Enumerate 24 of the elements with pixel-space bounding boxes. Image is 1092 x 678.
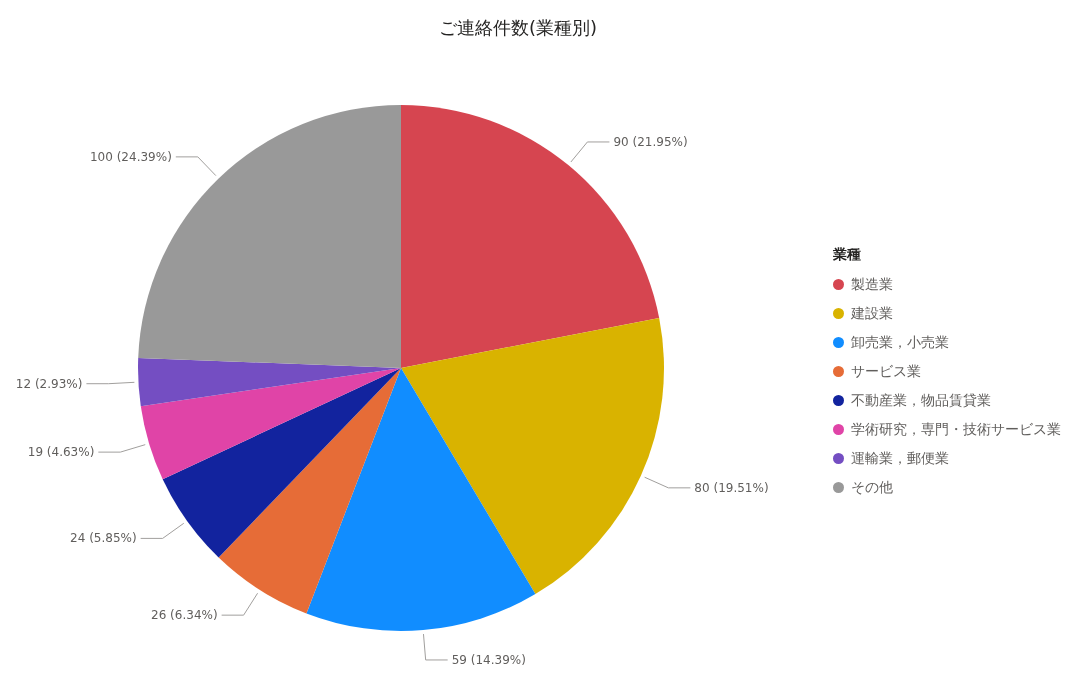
pie-slice	[218, 368, 401, 614]
data-label: 26 (6.34%)	[151, 608, 218, 623]
legend-label: 学術研究，専門・技術サービス業	[851, 420, 1061, 439]
pie-slice	[162, 368, 401, 558]
data-label: 12 (2.93%)	[15, 376, 83, 391]
legend-label: 製造業	[851, 275, 893, 294]
data-label: 24 (5.85%)	[70, 531, 137, 546]
data-label: 80 (19.51%)	[694, 480, 769, 495]
pie-slice	[138, 357, 401, 407]
legend-label: その他	[851, 478, 893, 497]
legend-label: 卸売業，小売業	[851, 333, 949, 352]
legend-title: 業種	[833, 246, 862, 264]
data-label: 19 (4.63%)	[27, 445, 95, 460]
data-label: 100 (24.39%)	[89, 149, 172, 164]
legend-label: 建設業	[851, 304, 893, 323]
legend-label: 不動産業，物品賃貸業	[851, 391, 991, 410]
chart-title: ご連絡件数(業種別)	[438, 17, 598, 38]
legend-label: 運輸業，郵便業	[851, 449, 949, 468]
data-label: 59 (14.39%)	[451, 652, 526, 667]
pie-slice	[306, 368, 536, 631]
data-label: 90 (21.95%)	[613, 134, 688, 149]
pie-slice	[401, 317, 664, 595]
pie-slice	[140, 368, 401, 480]
legend-label: サービス業	[851, 362, 921, 381]
